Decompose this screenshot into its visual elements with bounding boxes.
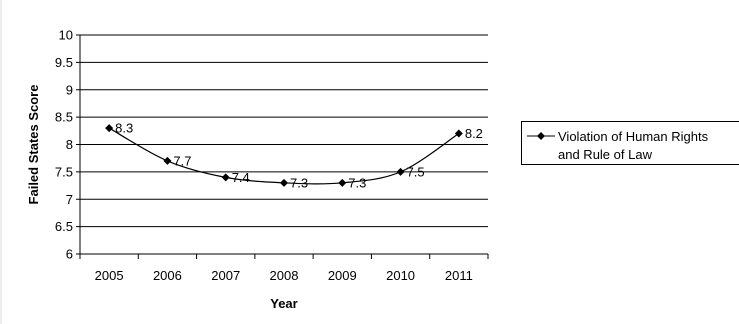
x-axis-title: Year bbox=[270, 296, 297, 311]
x-tick-label: 2008 bbox=[270, 268, 299, 283]
y-tick-label: 9 bbox=[66, 82, 73, 97]
data-label: 7.3 bbox=[348, 175, 366, 190]
y-tick-label: 7.5 bbox=[55, 164, 73, 179]
gridlines bbox=[80, 34, 488, 228]
data-point-diamond bbox=[280, 178, 288, 187]
x-tick-label: 2005 bbox=[95, 268, 124, 283]
data-labels: 8.3 7.7 7.4 7.3 7.3 7.5 8.2 bbox=[115, 121, 483, 191]
data-label: 7.5 bbox=[407, 164, 425, 179]
x-tick-label: 2009 bbox=[328, 268, 357, 283]
y-tick-label: 8.5 bbox=[55, 110, 73, 125]
data-point-diamond bbox=[105, 124, 114, 133]
legend-box bbox=[521, 121, 739, 165]
data-point-diamond bbox=[338, 178, 347, 187]
y-tick-label: 6.5 bbox=[55, 219, 73, 234]
x-tick-label: 2010 bbox=[386, 268, 415, 283]
data-label: 8.2 bbox=[465, 126, 483, 141]
y-tick-label: 10 bbox=[59, 28, 73, 43]
x-tick-label: 2006 bbox=[153, 268, 182, 283]
data-point-diamond bbox=[454, 129, 463, 138]
data-label: 7.3 bbox=[290, 175, 308, 190]
data-label: 7.7 bbox=[173, 153, 191, 168]
data-point-diamond bbox=[221, 173, 230, 182]
data-label: 8.3 bbox=[115, 121, 133, 136]
y-tick-label: 6 bbox=[66, 247, 73, 262]
y-tick-label: 7 bbox=[66, 192, 73, 207]
x-axis-ticks: 2005 2006 2007 2008 2009 2010 2011 bbox=[79, 254, 489, 283]
y-tick-label: 8 bbox=[66, 137, 73, 152]
y-tick-label: 9.5 bbox=[55, 55, 73, 70]
x-tick-label: 2007 bbox=[211, 268, 240, 283]
y-axis-ticks: 6 6.5 7 7.5 8 8.5 9 9.5 10 bbox=[55, 28, 80, 262]
y-axis-title: Failed States Score bbox=[26, 85, 41, 205]
legend: Violation of Human Rights and Rule of La… bbox=[521, 121, 739, 165]
series bbox=[105, 124, 463, 187]
data-label: 7.4 bbox=[232, 170, 250, 185]
legend-diamond-marker bbox=[537, 132, 545, 140]
x-tick-label: 2011 bbox=[445, 268, 473, 283]
data-point-diamond bbox=[396, 167, 405, 176]
data-point-diamond bbox=[163, 156, 172, 165]
legend-entry-line-1: Violation of Human Rights bbox=[558, 129, 709, 144]
legend-entry-line-2: and Rule of Law bbox=[558, 147, 653, 162]
